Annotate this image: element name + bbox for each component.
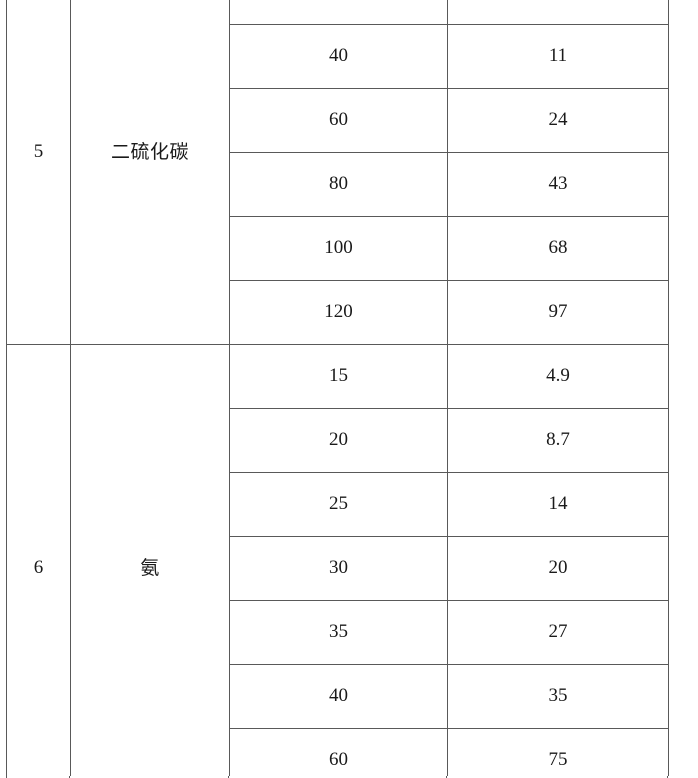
table-row: 20 8.7: [7, 408, 669, 473]
value-cell: 35: [447, 664, 669, 729]
temperature-cell: 60: [229, 88, 448, 153]
value-cell: 20: [447, 536, 669, 601]
temperature-cell: 40: [229, 24, 448, 89]
table-row: 25 14: [7, 472, 669, 537]
temperature-cell: 25: [229, 472, 448, 537]
temperature-cell: 35: [229, 600, 448, 665]
group-name-cell-5: 二硫化碳: [70, 0, 230, 345]
table-row: 60 24: [7, 88, 669, 153]
temperature-cell: 120: [229, 280, 448, 345]
value-cell: 11: [447, 24, 669, 89]
temperature-cell: 40: [229, 664, 448, 729]
group-index-cell-6: 6: [6, 344, 71, 778]
table-row: 80 43: [7, 152, 669, 217]
data-table: 5 二硫化碳 40 11 60 24 80 43: [6, 0, 669, 778]
value-cell: 8.7: [447, 408, 669, 473]
value-cell: 14: [447, 472, 669, 537]
temperature-cell: [229, 0, 448, 25]
table-row: 40 35: [7, 664, 669, 729]
value-cell: [447, 0, 669, 25]
temperature-cell: 15: [229, 344, 448, 409]
group-index-cell-5: 5: [6, 0, 71, 345]
temperature-cell: 60: [229, 728, 448, 778]
value-cell: 24: [447, 88, 669, 153]
value-cell: 97: [447, 280, 669, 345]
table-row: 100 68: [7, 216, 669, 281]
group-name-cell-6: 氨: [70, 344, 230, 778]
temperature-cell: 100: [229, 216, 448, 281]
temperature-cell: 20: [229, 408, 448, 473]
temperature-cell: 30: [229, 536, 448, 601]
value-cell: 27: [447, 600, 669, 665]
value-cell: 75: [447, 728, 669, 778]
table-row: 6 氨 15 4.9: [6, 344, 669, 778]
table-row: 5 二硫化碳: [6, 0, 669, 345]
table-row: 30 20: [7, 536, 669, 601]
table-row: 120 97: [7, 280, 669, 345]
value-cell: 4.9: [447, 344, 669, 409]
table-row: 60 75: [7, 728, 669, 778]
temperature-cell: 80: [229, 152, 448, 217]
table-viewport: 5 二硫化碳 40 11 60 24 80 43: [6, 0, 669, 778]
value-cell: 68: [447, 216, 669, 281]
value-cell: 43: [447, 152, 669, 217]
table-row: 40 11: [7, 24, 669, 89]
